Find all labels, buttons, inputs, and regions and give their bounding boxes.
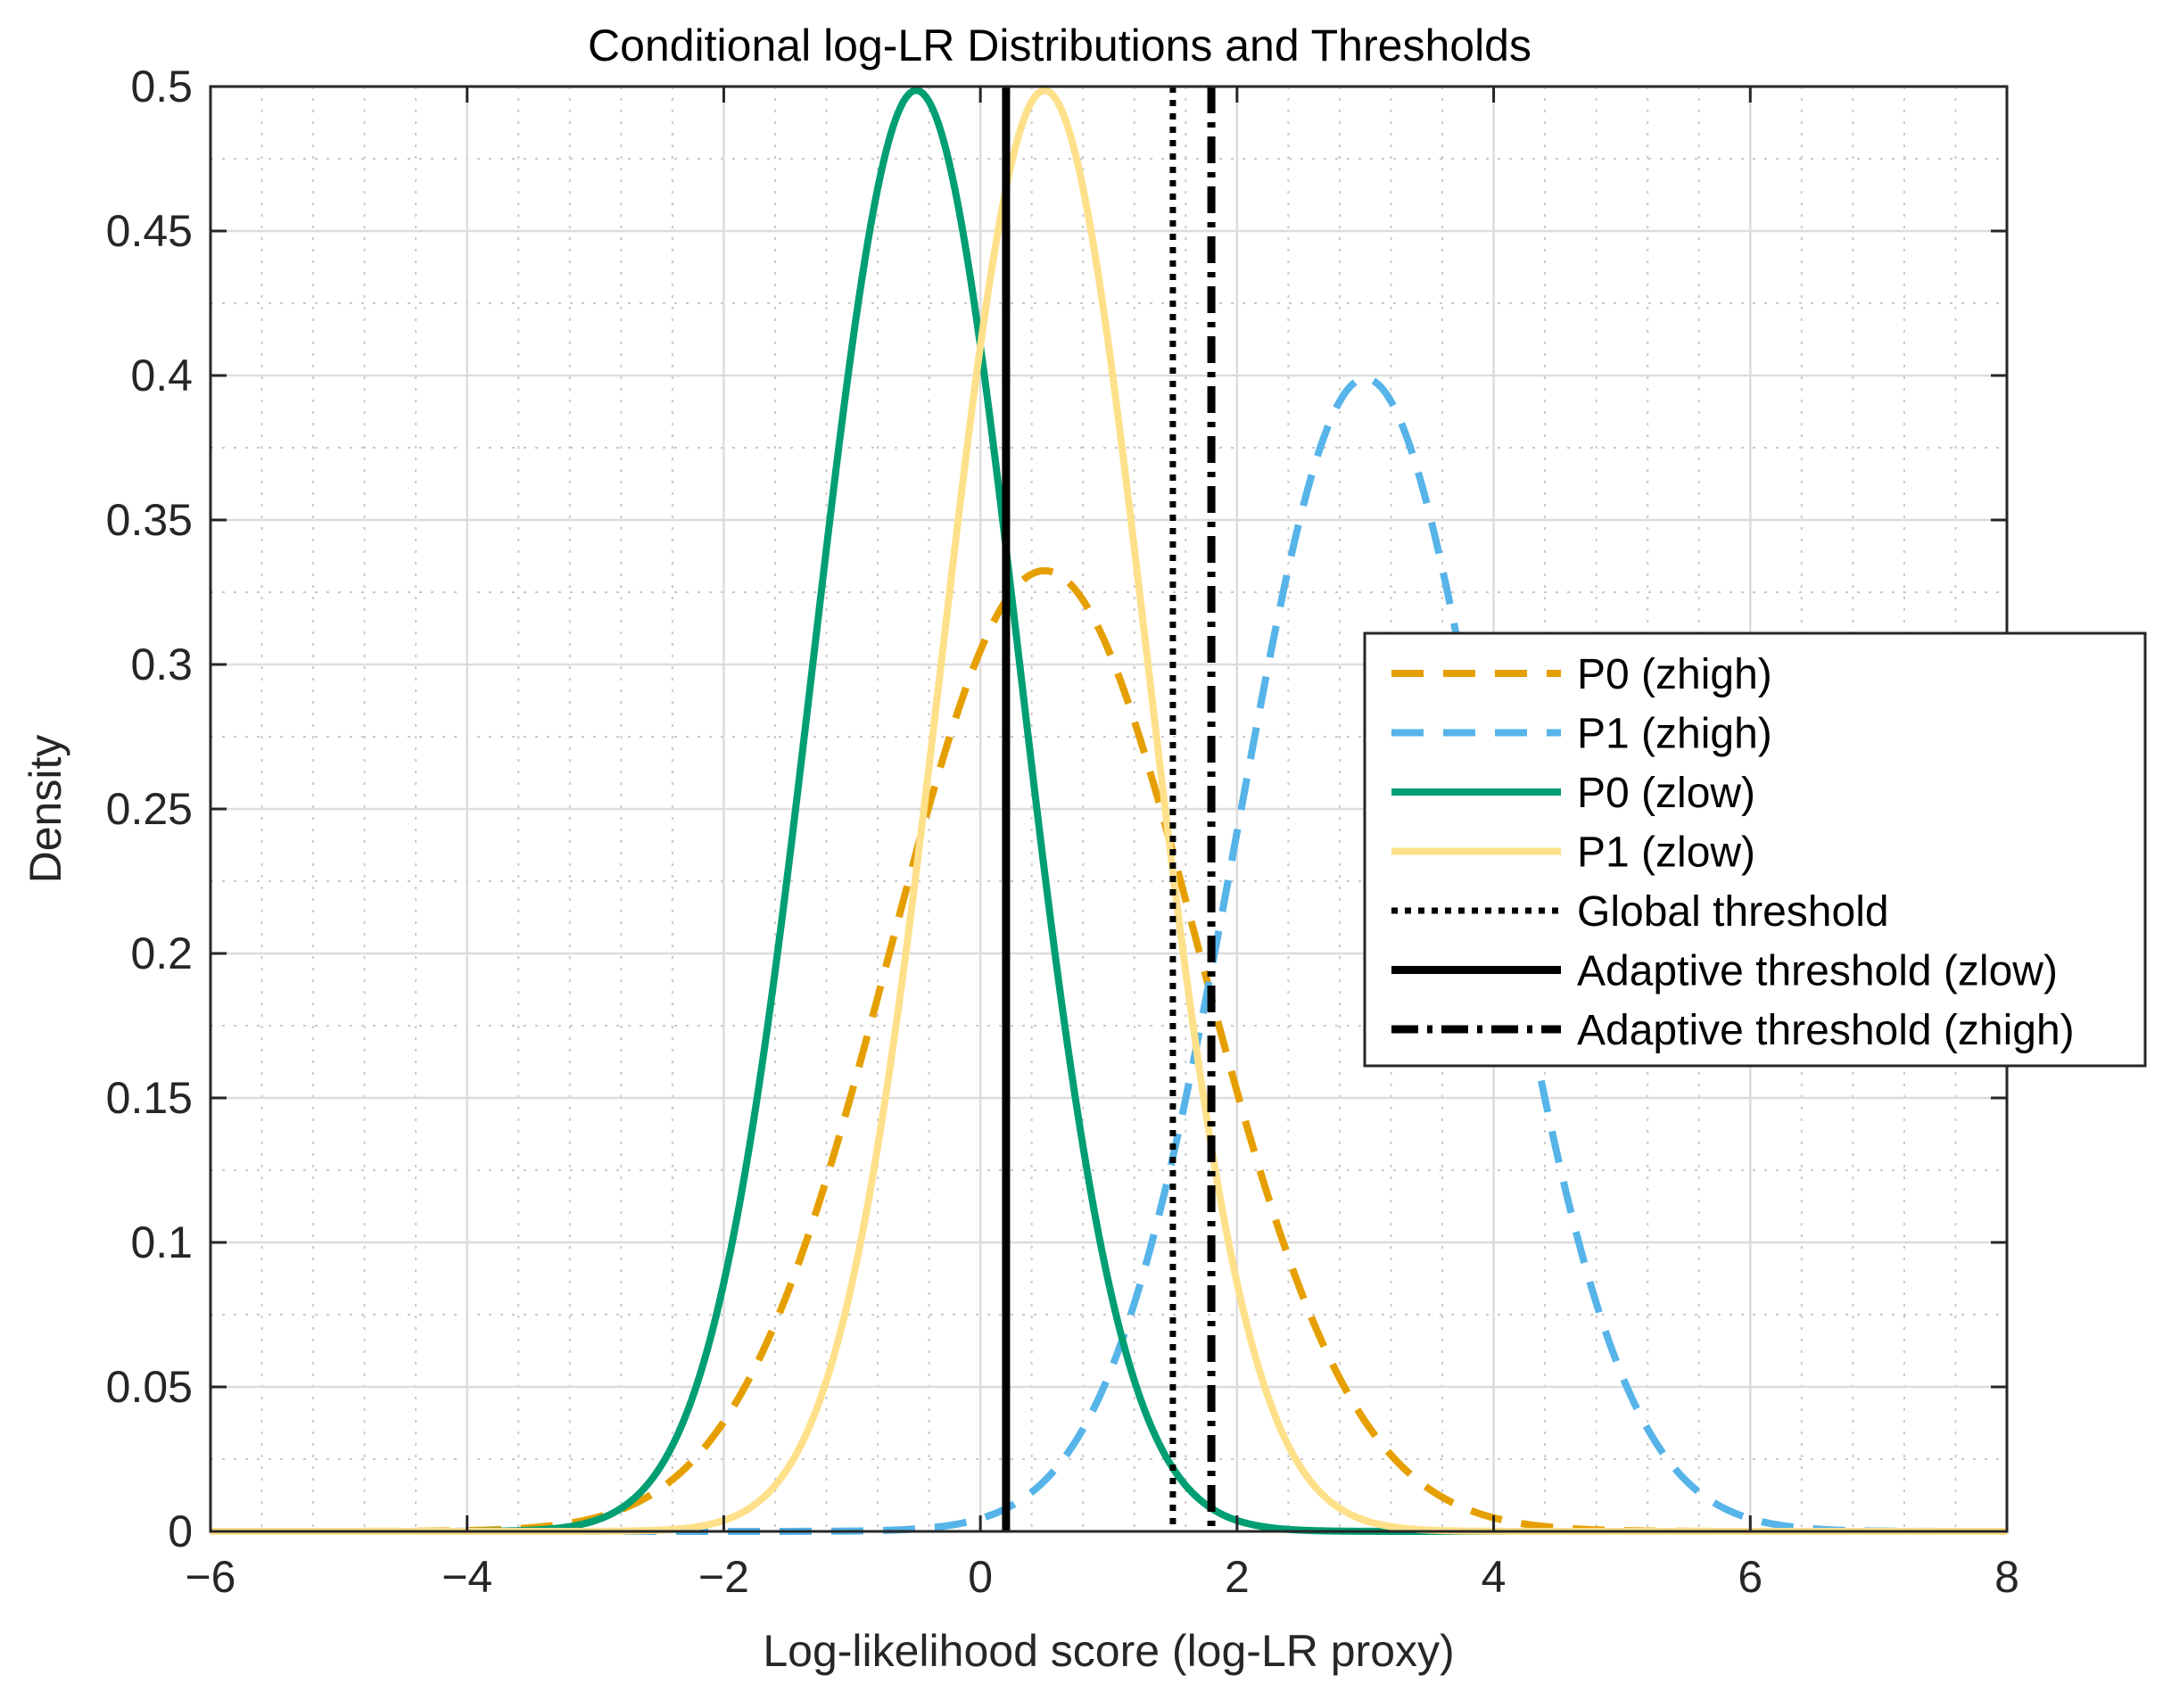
y-tick-label: 0.5 <box>130 62 193 111</box>
y-tick-labels: 0 0.05 0.1 0.15 0.2 0.25 0.3 0.35 0.4 0.45 0.5 <box>106 62 193 1556</box>
legend-label: P0 (zhigh) <box>1577 651 1772 698</box>
legend-label: P1 (zhigh) <box>1577 711 1772 758</box>
y-axis-label: Density <box>21 735 70 884</box>
legend-label: P0 (zlow) <box>1577 770 1755 817</box>
x-axis-label: Log-likelihood score (log-LR proxy) <box>763 1626 1454 1676</box>
ticks-group <box>209 85 2009 1533</box>
x-tick-label: −4 <box>442 1552 492 1602</box>
y-tick-label: 0.05 <box>106 1362 193 1412</box>
y-tick-label: 0 <box>168 1506 193 1556</box>
legend-items: P0 (zhigh) P1 (zhigh) P0 (zlow) P1 (zlow) Gl… <box>1391 651 2075 1054</box>
legend: P0 (zhigh) P1 (zhigh) P0 (zlow) P1 (zlow) Gl… <box>1363 631 2147 1068</box>
y-tick-label: 0.3 <box>130 639 193 689</box>
legend-label: Global threshold <box>1577 888 1889 936</box>
chart-title: Conditional log-LR Distributions and Thr… <box>588 21 1531 70</box>
y-tick-label: 0.4 <box>130 351 193 400</box>
legend-label: P1 (zlow) <box>1577 829 1755 877</box>
y-tick-label: 0.35 <box>106 495 193 545</box>
y-tick-label: 0.15 <box>106 1073 193 1123</box>
x-tick-label: 2 <box>1225 1552 1250 1602</box>
legend-label: Adaptive threshold (zhigh) <box>1577 1007 2075 1054</box>
y-tick-label: 0.25 <box>106 784 193 834</box>
x-tick-label: −2 <box>698 1552 749 1602</box>
x-tick-labels: −6 −4 −2 0 2 4 6 8 <box>185 1552 2019 1602</box>
y-tick-label: 0.45 <box>106 206 193 256</box>
x-tick-label: 4 <box>1482 1552 1507 1602</box>
x-tick-label: 8 <box>1994 1552 2019 1602</box>
x-tick-label: −6 <box>185 1552 235 1602</box>
x-tick-label: 6 <box>1738 1552 1763 1602</box>
threshold-group <box>1002 87 1216 1531</box>
y-tick-label: 0.1 <box>130 1217 193 1267</box>
x-tick-label: 0 <box>968 1552 993 1602</box>
legend-label: Adaptive threshold (zlow) <box>1577 948 2058 995</box>
y-tick-label: 0.2 <box>130 928 193 978</box>
